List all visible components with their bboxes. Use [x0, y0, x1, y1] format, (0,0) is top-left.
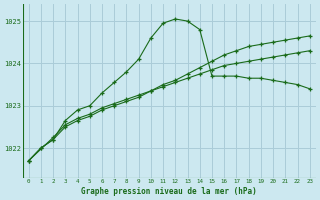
X-axis label: Graphe pression niveau de la mer (hPa): Graphe pression niveau de la mer (hPa): [81, 187, 257, 196]
